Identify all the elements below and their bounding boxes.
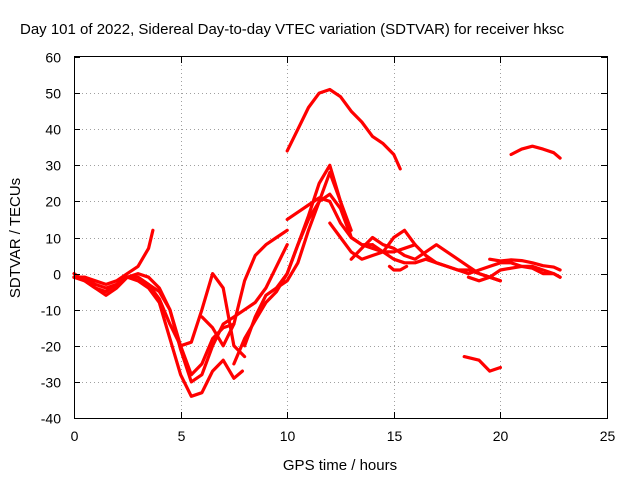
- series-trace-03: [72, 272, 247, 359]
- series-trace-09: [243, 170, 353, 348]
- y-axis-label: SDTVAR / TECUs: [7, 178, 24, 298]
- series-trace-19: [387, 264, 409, 272]
- series-layer: [72, 87, 562, 398]
- y-tick-label: 40: [45, 122, 61, 138]
- series-trace-14: [370, 243, 562, 279]
- series-trace-11: [285, 196, 417, 254]
- series-trace-08: [232, 192, 375, 366]
- y-tick-label: 0: [53, 267, 61, 283]
- series-trace-07: [285, 87, 402, 171]
- y-axis-ticks: -40 -30 -20 -10 0 10 20 30 40 50 60: [41, 50, 607, 427]
- y-tick-label: -20: [41, 339, 61, 355]
- y-tick-label: 10: [45, 231, 61, 247]
- x-tick-label: 10: [280, 428, 296, 444]
- x-axis-label: GPS time / hours: [283, 457, 397, 474]
- y-tick-label: -40: [41, 411, 61, 427]
- y-tick-label: 50: [45, 86, 61, 102]
- series-trace-16: [509, 144, 562, 160]
- series-trace-06: [200, 228, 289, 348]
- series-trace-10: [274, 163, 353, 290]
- series-trace-04: [72, 272, 236, 377]
- series-trace-15: [462, 355, 502, 373]
- x-tick-label: 25: [600, 428, 616, 444]
- plot-frame: [74, 56, 608, 419]
- x-tick-label: 5: [178, 428, 186, 444]
- series-trace-05: [125, 243, 289, 384]
- x-tick-label: 15: [387, 428, 403, 444]
- series-trace-17: [488, 257, 562, 272]
- chart-title: Day 101 of 2022, Sidereal Day-to-day VTE…: [20, 21, 565, 38]
- y-tick-label: -30: [41, 375, 61, 391]
- x-tick-label: 20: [493, 428, 509, 444]
- y-tick-label: 20: [45, 194, 61, 210]
- series-trace-18: [466, 264, 562, 283]
- y-tick-label: -10: [41, 303, 61, 319]
- x-axis-ticks: 0 5 10 15 20 25: [71, 57, 616, 444]
- x-tick-label: 0: [71, 428, 79, 444]
- y-tick-label: 60: [45, 50, 61, 66]
- y-tick-label: 30: [45, 158, 61, 174]
